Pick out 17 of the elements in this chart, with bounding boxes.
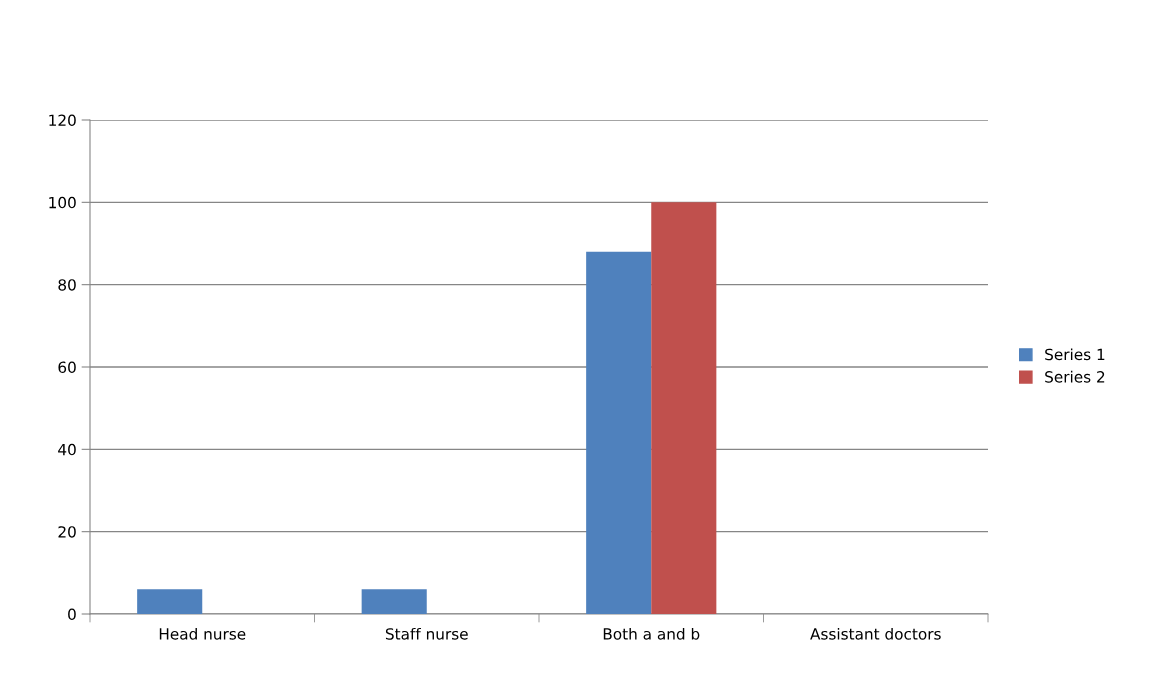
bar: [586, 251, 652, 614]
y-tick-label: 40: [58, 443, 76, 456]
y-tick-label: 0: [68, 608, 76, 621]
bar: [651, 202, 717, 614]
x-tick-label: Staff nurse: [385, 627, 468, 640]
legend-label: Series 1: [1045, 348, 1105, 361]
bar: [361, 589, 427, 614]
y-tick-label: 100: [49, 196, 76, 209]
legend-label: Series 2: [1045, 370, 1105, 383]
x-tick-label: Both a and b: [603, 627, 700, 640]
x-tick-label: Head nurse: [159, 627, 246, 640]
y-tick-label: 80: [58, 279, 76, 291]
bar: [137, 589, 203, 614]
x-tick-label: Assistant doctors: [810, 627, 941, 640]
y-tick-label: 20: [58, 526, 76, 538]
y-tick-label: 120: [49, 114, 76, 127]
y-tick-label: 60: [58, 361, 76, 374]
